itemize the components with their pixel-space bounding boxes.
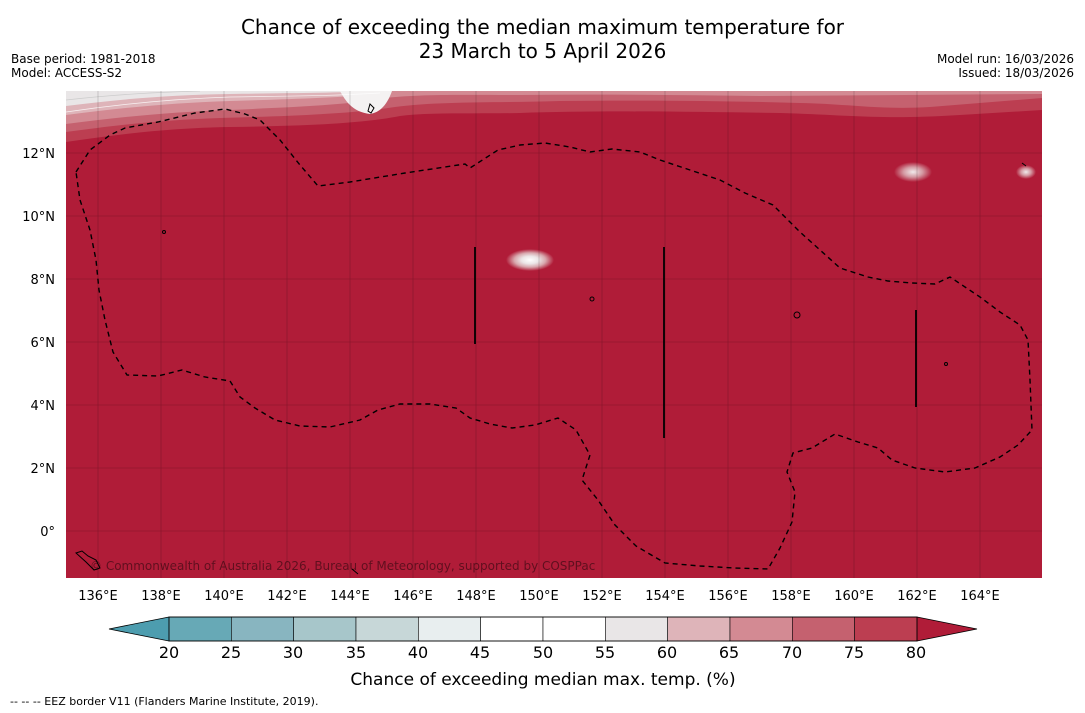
colorbar-tick: 60 (657, 643, 677, 662)
island-kosrae (944, 362, 948, 366)
colorbar-bin (542, 616, 606, 642)
colorbar-bin (792, 616, 855, 642)
north-band-65 (66, 91, 1042, 124)
lon-label: 146°E (393, 589, 433, 604)
map-background-fill (66, 91, 1042, 578)
colorbar-outline (168, 616, 918, 642)
eez-footnote: -- -- -- EEZ border V11 (Flanders Marine… (10, 695, 319, 708)
lon-label: 148°E (456, 589, 496, 604)
colorbar-bin (729, 616, 793, 642)
colorbar-bin (605, 616, 668, 642)
colorbar-tick-labels: 20 25 30 35 40 45 50 55 60 65 70 75 80 (159, 643, 926, 662)
colorbar-tick: 70 (782, 643, 802, 662)
lon-label: 150°E (519, 589, 559, 604)
island-pohnpei (793, 311, 801, 319)
base-period: Base period: 1981-2018 (11, 52, 156, 66)
colorbar-bin (418, 616, 481, 642)
lat-label: 12°N (22, 147, 55, 162)
islands (75, 103, 1027, 575)
longitude-labels: 136°E 138°E 140°E 142°E 144°E 146°E 148°… (78, 589, 1000, 604)
lon-label: 138°E (141, 589, 181, 604)
issued-date: Issued: 18/03/2026 (958, 66, 1074, 80)
colorbar-tick: 20 (159, 643, 179, 662)
lon-label: 154°E (645, 589, 685, 604)
colorbar-bin (854, 616, 918, 642)
colorbar-tick: 30 (283, 643, 303, 662)
lon-label: 136°E (78, 589, 118, 604)
gridlines (66, 91, 1042, 578)
colorbar-bin (293, 616, 357, 642)
colorbar-tick: 25 (221, 643, 241, 662)
island-chuuk (589, 296, 595, 302)
model-name: Model: ACCESS-S2 (11, 66, 123, 80)
colorbar-tick: 45 (470, 643, 490, 662)
colorbar-bin (667, 616, 731, 642)
latitude-labels: 12°N 10°N 8°N 6°N 4°N 2°N 0° (22, 147, 55, 540)
copyright-notice: © Commonwealth of Australia 2026, Bureau… (90, 559, 595, 573)
colorbar-bin (355, 616, 419, 642)
north-white-patch (340, 91, 392, 114)
lat-label: 4°N (31, 399, 56, 414)
colorbar-bin (168, 616, 232, 642)
colorbar-tick: 80 (906, 643, 926, 662)
lon-label: 162°E (897, 589, 937, 604)
lon-label: 144°E (330, 589, 370, 604)
colorbar-over-arrow (917, 617, 977, 641)
lon-label: 152°E (582, 589, 622, 604)
model-run: Model run: 16/03/2026 (936, 52, 1074, 66)
lon-label: 164°E (960, 589, 1000, 604)
chart-title-line1: Chance of exceeding the median maximum t… (240, 15, 845, 39)
colorbar-tick: 50 (533, 643, 553, 662)
island-misc-2 (351, 568, 359, 575)
north-contour-line-2 (66, 91, 201, 101)
island-yap (162, 230, 166, 234)
lat-label: 8°N (31, 273, 56, 288)
lon-label: 156°E (708, 589, 748, 604)
colorbar-tick: 55 (595, 643, 615, 662)
island-misc (1021, 162, 1027, 167)
lon-label: 158°E (771, 589, 811, 604)
colorbar-bin (231, 616, 294, 642)
lat-label: 0° (40, 525, 55, 540)
lat-label: 10°N (22, 210, 55, 225)
lon-label: 140°E (204, 589, 244, 604)
lon-label: 142°E (267, 589, 307, 604)
colorbar-tick: 40 (408, 643, 428, 662)
lat-label: 6°N (31, 336, 56, 351)
island-guam (367, 103, 375, 114)
hotspot-150e (506, 249, 554, 271)
colorbar (108, 616, 978, 642)
colorbar-tick: 65 (719, 643, 739, 662)
lat-label: 2°N (31, 462, 56, 477)
lon-label: 160°E (834, 589, 874, 604)
chart-title-line2: 23 March to 5 April 2026 (418, 39, 667, 63)
hotspot-162e (894, 162, 932, 182)
north-band-55 (66, 91, 380, 106)
north-contour-line (66, 92, 381, 113)
colorbar-bin (480, 616, 544, 642)
colorbar-under-arrow (109, 617, 169, 641)
colorbar-tick: 75 (844, 643, 864, 662)
hotspot-165e (1016, 165, 1036, 179)
colorbar-tick: 35 (346, 643, 366, 662)
colorbar-label: Chance of exceeding median max. temp. (%… (350, 670, 735, 690)
island-palau (75, 550, 101, 571)
eez-border (75, 108, 1033, 570)
